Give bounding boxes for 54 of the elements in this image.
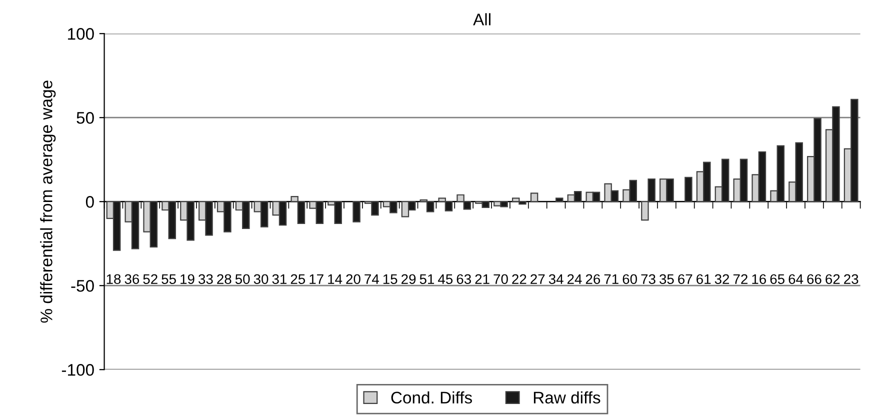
x-tick-label: 36 bbox=[124, 274, 140, 284]
x-tick-label: 19 bbox=[180, 274, 194, 284]
x-tick-label: 17 bbox=[310, 274, 324, 284]
x-tick-label: 31 bbox=[272, 274, 287, 284]
legend-label: Cond. Diffs bbox=[391, 391, 472, 404]
x-tick-label: 74 bbox=[364, 274, 379, 284]
x-tick-label: 70 bbox=[494, 274, 508, 284]
x-tick-label: 24 bbox=[567, 274, 582, 284]
bar bbox=[556, 198, 564, 202]
bar bbox=[352, 201, 360, 222]
x-tick-label: 64 bbox=[788, 274, 804, 284]
legend-label: Raw diffs bbox=[534, 391, 600, 404]
x-tick-label: 45 bbox=[438, 274, 453, 284]
x-tick-label: 30 bbox=[254, 274, 268, 284]
x-tick-label: 51 bbox=[420, 274, 434, 284]
x-tick-label: 21 bbox=[475, 274, 490, 284]
y-tick-label: 0 bbox=[86, 196, 94, 208]
x-tick-label: 61 bbox=[696, 274, 711, 284]
x-tick-label: 15 bbox=[383, 274, 398, 284]
x-tick-label: 18 bbox=[106, 274, 121, 284]
x-tick-label: 71 bbox=[604, 274, 618, 284]
x-tick-label: 66 bbox=[807, 274, 822, 284]
x-tick-label: 25 bbox=[290, 274, 306, 284]
x-tick-label: 33 bbox=[198, 274, 213, 284]
x-tick-label: 50 bbox=[235, 274, 250, 284]
bar bbox=[684, 176, 692, 202]
x-tick-label: 63 bbox=[456, 274, 471, 284]
x-tick-label: 23 bbox=[844, 274, 858, 284]
x-tick-label: 60 bbox=[622, 274, 637, 284]
y-tick-label: 50 bbox=[76, 112, 94, 124]
x-tick-label: 73 bbox=[641, 274, 656, 284]
x-tick-label: 62 bbox=[826, 274, 840, 284]
x-tick-label: 32 bbox=[714, 274, 730, 284]
x-tick-label: 29 bbox=[402, 274, 416, 284]
x-tick-label: 67 bbox=[678, 274, 692, 284]
chart-title: All bbox=[473, 13, 490, 26]
x-tick-label: 26 bbox=[586, 274, 600, 284]
y-axis-title: % differential from average wage bbox=[40, 80, 56, 323]
x-tick-label: 16 bbox=[752, 274, 766, 284]
x-tick-label: 72 bbox=[733, 274, 748, 284]
x-tick-label: 35 bbox=[660, 274, 674, 284]
x-tick-label: 52 bbox=[143, 274, 158, 284]
bar bbox=[530, 192, 538, 202]
x-tick-label: 65 bbox=[770, 274, 784, 284]
x-tick-label: 20 bbox=[346, 274, 360, 284]
x-tick-label: 27 bbox=[530, 274, 545, 284]
y-tick-label: -50 bbox=[71, 280, 94, 292]
y-tick-label: 100 bbox=[68, 28, 94, 40]
x-tick-label: 55 bbox=[162, 274, 176, 284]
x-tick-label: 14 bbox=[328, 274, 342, 284]
y-tick-label: -100 bbox=[62, 364, 94, 376]
x-tick-label: 22 bbox=[512, 274, 526, 284]
x-tick-label: 34 bbox=[548, 274, 564, 284]
x-tick-label: 28 bbox=[217, 274, 232, 284]
